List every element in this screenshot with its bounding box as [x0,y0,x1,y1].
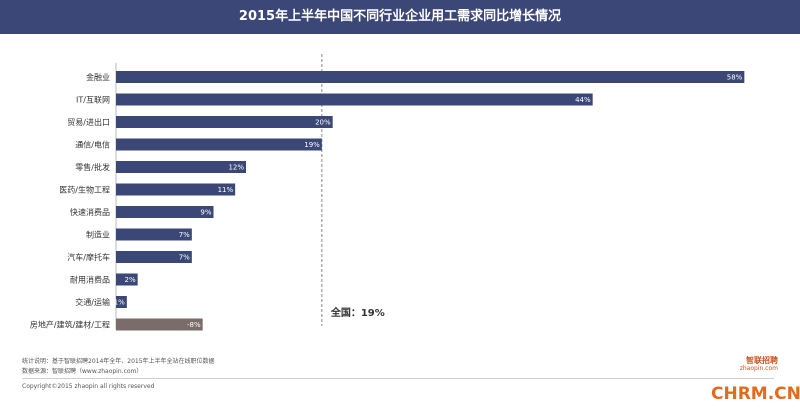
bar [116,228,192,241]
category-label: 房地产/建筑/建材/工程 [30,320,110,330]
bar [116,273,138,286]
logo-text: 智联招聘 [746,356,778,365]
reference-label: 全国：19% [330,306,385,319]
value-label: 12% [228,164,244,172]
category-label: 贸易/进出口 [67,117,110,127]
bar [116,206,214,218]
value-label: 9% [200,209,211,217]
category-label: 汽车/摩托车 [67,252,110,262]
category-label: 快速消费品 [70,207,110,217]
category-label: 通信/电信 [75,140,110,150]
bar [116,251,192,263]
bar [116,296,127,308]
zhaopin-logo: 智联招聘 zhaopin.com [722,356,778,374]
value-label: 20% [315,119,331,127]
logo-subtext: zhaopin.com [739,365,778,372]
bar [116,71,745,83]
bar [116,93,593,106]
category-label: 金融业 [86,72,110,82]
value-label: -8% [187,321,201,329]
bar [116,116,333,128]
category-label: 零售/批发 [75,162,110,172]
bar [116,183,236,196]
value-label: 58% [727,74,743,82]
category-label: 交通/运输 [75,297,110,307]
value-label: 7% [179,231,190,239]
bar [116,138,322,151]
watermark-logo: CHRM.CN [711,384,800,404]
category-label: IT/互联网 [76,96,110,105]
value-label: 44% [575,96,591,104]
value-label: 1% [114,299,125,307]
footer-divider [22,378,774,379]
data-source-note: 数据来源：智联招聘（www.zhaopin.com） [22,368,143,375]
bar [116,161,246,173]
value-label: 19% [304,141,320,149]
title-bar [0,0,800,34]
bar [116,318,203,331]
value-label: 2% [125,276,136,284]
bar-chart: 金融业 58% IT/互联网 44% 贸易/进出口 20% 通信/电信 19% 零售/批发 12%… [30,54,745,331]
copyright: Copyright©2015 zhaopin all rights reserv… [22,383,155,390]
value-label: 7% [179,254,190,262]
chart-title: 2015年上半年中国不同行业企业用工需求同比增长情况 [238,9,562,24]
stats-note: 统计说明：基于智联招聘2014年全年、2015年上半年全站在线职位数据 [22,358,215,365]
category-label: 制造业 [86,230,110,240]
value-label: 11% [218,186,234,194]
category-label: 耐用消费品 [70,275,110,285]
category-label: 医药/生物工程 [59,185,110,195]
